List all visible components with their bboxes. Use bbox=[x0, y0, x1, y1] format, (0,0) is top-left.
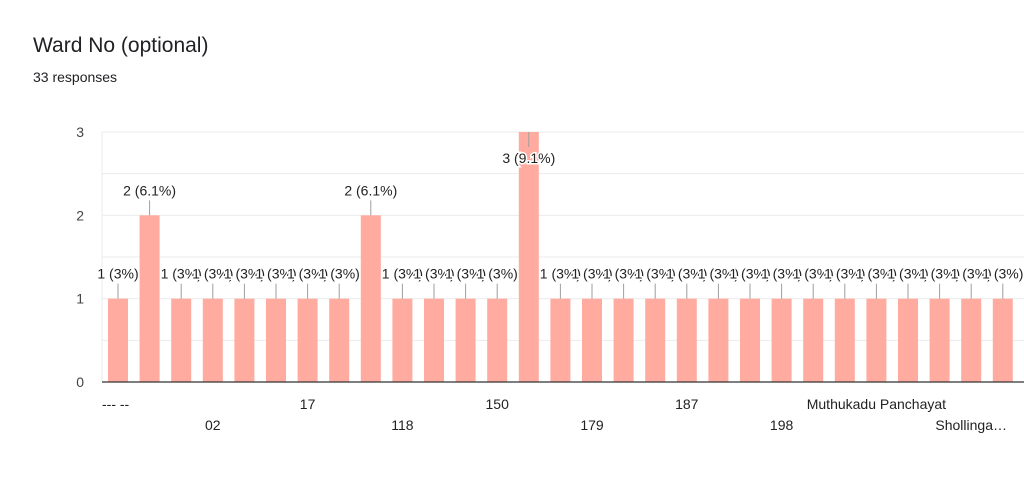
bar bbox=[645, 298, 666, 382]
data-label: 2 (6.1%) bbox=[123, 182, 176, 198]
data-label: 1 (3%) bbox=[603, 266, 644, 282]
data-label: 1 (3%) bbox=[97, 266, 138, 282]
bar bbox=[740, 298, 760, 382]
bar bbox=[108, 298, 128, 382]
data-label: 1 (3%) bbox=[571, 266, 612, 282]
data-label: 2 (6.1%) bbox=[344, 182, 397, 198]
data-label: 1 (3%) bbox=[413, 266, 454, 282]
bar bbox=[360, 215, 381, 382]
bar bbox=[171, 298, 192, 382]
data-label: 1 (3%) bbox=[761, 266, 802, 282]
bar bbox=[202, 298, 223, 382]
data-label: 1 (3%) bbox=[887, 266, 928, 282]
bar bbox=[329, 298, 350, 382]
x-tick-label: 187 bbox=[675, 396, 699, 412]
data-label: 1 (3%) bbox=[287, 266, 328, 282]
y-tick-label: 2 bbox=[76, 207, 84, 223]
data-label: 1 (3%) bbox=[698, 266, 739, 282]
bar bbox=[834, 298, 855, 382]
x-tick-label: --- -- bbox=[102, 396, 130, 412]
bar bbox=[771, 298, 792, 382]
bar bbox=[266, 298, 286, 382]
data-label: 1 (3%) bbox=[951, 266, 992, 282]
y-tick-label: 3 bbox=[76, 124, 84, 140]
data-label: 1 (3%) bbox=[982, 266, 1023, 282]
data-label: 1 (3%) bbox=[192, 266, 233, 282]
x-tick-label: 02 bbox=[205, 417, 221, 433]
bar bbox=[455, 298, 476, 382]
data-label: 1 (3%) bbox=[793, 266, 834, 282]
data-label: 1 (3%) bbox=[255, 266, 296, 282]
data-label: 1 (3%) bbox=[477, 266, 518, 282]
bar bbox=[582, 298, 602, 382]
data-label: 1 (3%) bbox=[729, 266, 770, 282]
y-tick-label: 0 bbox=[76, 374, 84, 390]
x-tick-label: 150 bbox=[486, 396, 510, 412]
bar bbox=[929, 298, 950, 382]
data-label: 1 (3%) bbox=[445, 266, 486, 282]
question-title: Ward No (optional) bbox=[33, 34, 209, 57]
data-label: 1 (3%) bbox=[540, 266, 581, 282]
bar bbox=[613, 298, 634, 382]
bar bbox=[392, 298, 413, 382]
x-tick-label: 17 bbox=[300, 396, 316, 412]
data-label: 3 (9.1%) bbox=[502, 150, 555, 166]
data-label: 1 (3%) bbox=[161, 266, 202, 282]
data-label: 1 (3%) bbox=[224, 266, 265, 282]
data-label: 1 (3%) bbox=[919, 266, 960, 282]
bar bbox=[866, 298, 887, 382]
y-tick-label: 1 bbox=[76, 291, 84, 307]
data-label: 1 (3%) bbox=[635, 266, 676, 282]
data-label: 1 (3%) bbox=[856, 266, 897, 282]
bar bbox=[992, 298, 1013, 382]
data-label: 1 (3%) bbox=[382, 266, 423, 282]
bar bbox=[676, 298, 697, 382]
bar bbox=[297, 298, 318, 382]
data-label: 1 (3%) bbox=[824, 266, 865, 282]
bar bbox=[518, 132, 539, 382]
bar bbox=[961, 298, 982, 382]
bar bbox=[898, 298, 918, 382]
response-count: 33 responses bbox=[33, 69, 118, 85]
bar bbox=[424, 298, 444, 382]
bar bbox=[708, 298, 729, 382]
x-tick-label: 179 bbox=[580, 417, 604, 433]
data-label: 1 (3%) bbox=[319, 266, 360, 282]
x-tick-label: Shollinga… bbox=[935, 417, 1007, 433]
bar bbox=[550, 298, 571, 382]
data-label: 1 (3%) bbox=[666, 266, 707, 282]
x-tick-label: 198 bbox=[770, 417, 794, 433]
bar bbox=[139, 215, 160, 382]
bar bbox=[234, 298, 255, 382]
x-tick-label: 118 bbox=[391, 417, 414, 433]
bar bbox=[487, 298, 508, 382]
x-tick-label: Muthukadu Panchayat bbox=[807, 396, 946, 412]
bar bbox=[803, 298, 824, 382]
